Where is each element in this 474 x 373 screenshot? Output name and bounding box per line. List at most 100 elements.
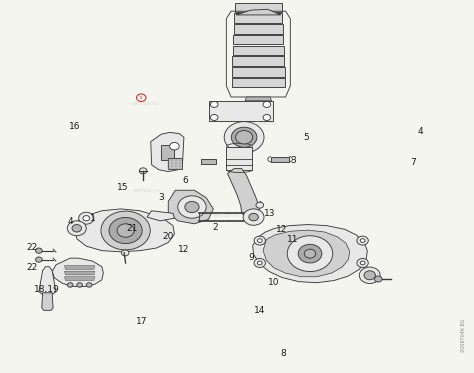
FancyBboxPatch shape — [232, 56, 284, 66]
Text: 8: 8 — [281, 349, 286, 358]
Polygon shape — [64, 271, 95, 275]
Circle shape — [298, 244, 322, 263]
Text: 21: 21 — [126, 224, 137, 233]
Polygon shape — [147, 211, 174, 221]
Circle shape — [360, 239, 365, 242]
Circle shape — [357, 258, 368, 267]
Polygon shape — [39, 267, 56, 294]
Polygon shape — [253, 225, 367, 283]
Circle shape — [185, 201, 199, 213]
Text: 2: 2 — [213, 223, 219, 232]
FancyBboxPatch shape — [161, 145, 174, 160]
Text: 12: 12 — [276, 225, 287, 234]
Polygon shape — [245, 97, 272, 101]
Circle shape — [86, 283, 92, 287]
Circle shape — [36, 248, 42, 253]
FancyBboxPatch shape — [271, 157, 289, 162]
Circle shape — [263, 101, 271, 107]
Circle shape — [263, 115, 271, 120]
Circle shape — [170, 142, 179, 150]
Circle shape — [139, 168, 147, 174]
FancyBboxPatch shape — [233, 35, 283, 44]
Circle shape — [236, 131, 253, 144]
Text: seltop.ru: seltop.ru — [249, 121, 277, 126]
Circle shape — [364, 271, 375, 280]
Text: 14: 14 — [254, 306, 265, 315]
Circle shape — [231, 127, 257, 147]
Text: 18,19: 18,19 — [34, 285, 59, 294]
Circle shape — [101, 211, 150, 250]
Circle shape — [254, 236, 265, 245]
Text: 5: 5 — [303, 133, 309, 142]
Polygon shape — [263, 230, 350, 277]
Circle shape — [304, 249, 316, 258]
Text: 6: 6 — [182, 176, 188, 185]
Circle shape — [257, 261, 262, 265]
FancyBboxPatch shape — [234, 24, 283, 34]
Polygon shape — [151, 132, 184, 172]
Polygon shape — [228, 169, 260, 218]
Text: 9: 9 — [248, 253, 254, 262]
Circle shape — [357, 236, 368, 245]
FancyBboxPatch shape — [232, 67, 284, 77]
Circle shape — [178, 196, 206, 218]
Text: seltop.ru: seltop.ru — [133, 188, 161, 194]
Circle shape — [117, 224, 134, 237]
Text: 13: 13 — [264, 209, 275, 218]
Text: 20: 20 — [163, 232, 174, 241]
Circle shape — [72, 225, 82, 232]
Text: 1: 1 — [90, 214, 95, 223]
Circle shape — [249, 213, 258, 221]
Circle shape — [109, 217, 142, 244]
Circle shape — [256, 202, 264, 208]
Text: seltop.ru: seltop.ru — [132, 101, 160, 106]
Text: 12: 12 — [178, 245, 190, 254]
Text: 4: 4 — [418, 127, 423, 136]
Text: s: s — [140, 95, 143, 100]
Text: 17: 17 — [136, 317, 147, 326]
Text: 2006T046 BG: 2006T046 BG — [461, 319, 466, 352]
FancyBboxPatch shape — [234, 13, 282, 23]
Circle shape — [36, 257, 42, 262]
FancyBboxPatch shape — [235, 3, 282, 12]
Text: 4: 4 — [67, 217, 73, 226]
Circle shape — [360, 261, 365, 265]
Polygon shape — [52, 258, 103, 286]
Circle shape — [121, 250, 129, 256]
Text: 15: 15 — [117, 184, 128, 192]
Circle shape — [243, 209, 264, 225]
FancyBboxPatch shape — [209, 101, 273, 121]
FancyBboxPatch shape — [233, 46, 283, 55]
Text: 3: 3 — [290, 156, 296, 165]
FancyBboxPatch shape — [232, 78, 285, 87]
Circle shape — [257, 239, 262, 242]
Text: seltop.ru: seltop.ru — [213, 213, 240, 218]
Text: 11: 11 — [287, 235, 299, 244]
Circle shape — [79, 212, 94, 224]
FancyBboxPatch shape — [168, 158, 182, 169]
Circle shape — [254, 258, 265, 267]
Circle shape — [77, 283, 82, 287]
FancyBboxPatch shape — [201, 159, 216, 163]
Text: 16: 16 — [69, 122, 81, 131]
Polygon shape — [236, 9, 281, 15]
Circle shape — [67, 221, 86, 236]
Circle shape — [67, 283, 73, 287]
Circle shape — [224, 122, 264, 153]
Circle shape — [210, 101, 218, 107]
FancyBboxPatch shape — [226, 147, 252, 170]
Polygon shape — [64, 266, 95, 269]
Text: 3: 3 — [158, 193, 164, 202]
Polygon shape — [42, 293, 53, 310]
Polygon shape — [168, 190, 213, 224]
Circle shape — [359, 267, 380, 283]
Text: 22: 22 — [27, 263, 38, 272]
Text: 22: 22 — [27, 243, 38, 252]
Polygon shape — [64, 277, 95, 280]
Text: 7: 7 — [410, 158, 416, 167]
Circle shape — [83, 216, 90, 221]
Circle shape — [287, 236, 333, 272]
Circle shape — [374, 276, 382, 282]
Circle shape — [210, 115, 218, 120]
Polygon shape — [75, 209, 174, 252]
